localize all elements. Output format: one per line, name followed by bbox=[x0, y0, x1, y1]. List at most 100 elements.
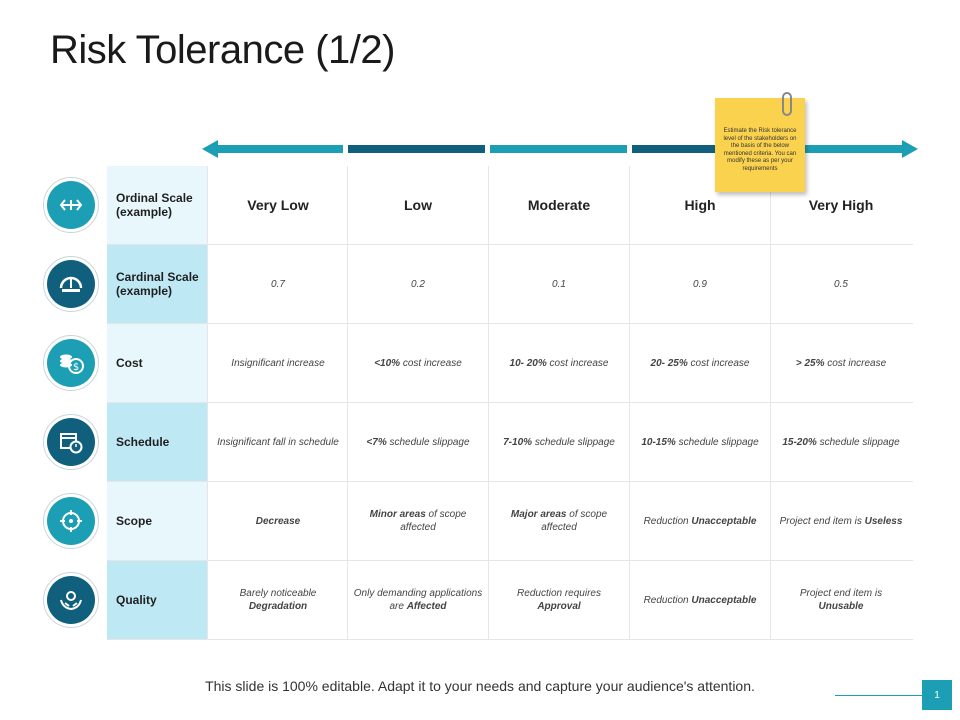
cell-text: schedule slippage bbox=[678, 436, 759, 448]
table-cell: 0.1 bbox=[488, 245, 629, 323]
row-label: Ordinal Scale (example) bbox=[107, 166, 207, 244]
cell-text: 0.2 bbox=[411, 278, 425, 290]
table-cell: Decrease bbox=[207, 482, 348, 560]
table-cell: Project end item is Unusable bbox=[770, 561, 911, 639]
table-cell: 0.5 bbox=[770, 245, 911, 323]
cell-text: schedule slippage bbox=[389, 436, 470, 448]
cell-content: <10% cost increase bbox=[374, 357, 462, 370]
cell-text: of scope affected bbox=[541, 509, 608, 533]
cell-text: Very High bbox=[808, 196, 874, 213]
row-label: Scope bbox=[107, 482, 207, 560]
table-cell: > 25% cost increase bbox=[770, 324, 911, 402]
scale-header-cell: High bbox=[629, 166, 770, 244]
table-cell: 7-10% schedule slippage bbox=[488, 403, 629, 481]
cell-emphasis: Unacceptable bbox=[691, 594, 757, 606]
cell-content: Insignificant fall in schedule bbox=[217, 436, 339, 449]
table-cell: Insignificant fall in schedule bbox=[207, 403, 348, 481]
row-label: Cost bbox=[107, 324, 207, 402]
cell-text: 0.9 bbox=[693, 278, 707, 290]
coins-dollar-icon: $ bbox=[47, 339, 95, 387]
table-cell: <10% cost increase bbox=[347, 324, 488, 402]
cell-text: Insignificant increase bbox=[231, 357, 325, 369]
cell-text: cost increase bbox=[549, 357, 609, 369]
cell-text: schedule slippage bbox=[534, 436, 615, 448]
row-icon-badge: $ bbox=[43, 335, 99, 391]
cell-emphasis: Approval bbox=[537, 601, 581, 612]
hands-gear-icon bbox=[47, 576, 95, 624]
cell-content: Reduction requires Approval bbox=[494, 587, 624, 613]
scale-header-cell: Very High bbox=[770, 166, 911, 244]
cell-content: 10-15% schedule slippage bbox=[641, 436, 758, 449]
footer-text: This slide is 100% editable. Adapt it to… bbox=[205, 678, 755, 694]
cell-emphasis: 20- 25% bbox=[650, 357, 688, 369]
table-row: Cost Insignificant increase <10% cost incr… bbox=[107, 324, 913, 403]
cell-content: Project end item is Unusable bbox=[776, 587, 906, 613]
gauge-icon bbox=[47, 260, 95, 308]
target-icon bbox=[47, 497, 95, 545]
table-cell: Project end item is Useless bbox=[770, 482, 911, 560]
cell-text: Very Low bbox=[247, 196, 309, 213]
svg-text:$: $ bbox=[73, 362, 79, 373]
table-cell: 0.9 bbox=[629, 245, 770, 323]
cell-content: 15-20% schedule slippage bbox=[782, 436, 899, 449]
cell-text: Reduction bbox=[643, 594, 689, 606]
table-cell: 0.7 bbox=[207, 245, 348, 323]
cell-emphasis: 15-20% bbox=[782, 436, 817, 448]
cell-emphasis: Degradation bbox=[248, 601, 308, 612]
cell-content: Only demanding applications are Affected bbox=[353, 587, 483, 613]
cell-text: Barely noticeable bbox=[239, 588, 317, 599]
cell-emphasis: 10-15% bbox=[641, 436, 676, 448]
table-cell: Reduction requires Approval bbox=[488, 561, 629, 639]
cell-content: Project end item is Useless bbox=[780, 515, 903, 528]
row-icon-badge bbox=[43, 572, 99, 628]
arrow-left-head bbox=[202, 140, 218, 158]
table-cell: 20- 25% cost increase bbox=[629, 324, 770, 402]
cell-text: schedule slippage bbox=[819, 436, 900, 448]
table-cell: 10- 20% cost increase bbox=[488, 324, 629, 402]
cell-text: Moderate bbox=[527, 196, 591, 213]
cell-emphasis: Minor areas bbox=[369, 509, 426, 520]
cell-text: Project end item is bbox=[799, 588, 883, 599]
table-cell: Reduction Unacceptable bbox=[629, 561, 770, 639]
cell-content: > 25% cost increase bbox=[796, 357, 886, 370]
arrow-segment bbox=[348, 145, 485, 153]
cell-text: Low bbox=[404, 196, 432, 213]
page-divider bbox=[835, 695, 923, 696]
arrow-segment bbox=[490, 145, 627, 153]
arrow-right-head bbox=[902, 140, 918, 158]
table-cell: Insignificant increase bbox=[207, 324, 348, 402]
arrow-segment bbox=[632, 145, 769, 153]
cell-emphasis: Decrease bbox=[255, 515, 301, 527]
cell-content: Reduction Unacceptable bbox=[644, 515, 757, 528]
cell-emphasis: Unacceptable bbox=[691, 515, 757, 527]
cell-text: Reduction bbox=[643, 515, 689, 527]
table-cell: <7% schedule slippage bbox=[347, 403, 488, 481]
scale-header-cell: Low bbox=[347, 166, 488, 244]
cell-content: Insignificant increase bbox=[231, 357, 324, 370]
cell-text: Insignificant fall in schedule bbox=[217, 436, 339, 448]
cell-emphasis: Useless bbox=[864, 515, 903, 527]
row-icon-badge bbox=[43, 493, 99, 549]
row-label: Cardinal Scale (example) bbox=[107, 245, 207, 323]
page-number: 1 bbox=[922, 680, 952, 710]
arrows-horizontal-icon bbox=[47, 181, 95, 229]
cell-content: Barely noticeable Degradation bbox=[213, 587, 343, 613]
slide-title: Risk Tolerance (1/2) bbox=[50, 28, 395, 72]
arrow-segment bbox=[774, 145, 904, 153]
table-row: Scope Decrease Minor areas of scope affect… bbox=[107, 482, 913, 561]
cell-emphasis: Major areas bbox=[510, 509, 567, 520]
cell-text: 0.7 bbox=[271, 278, 285, 290]
cell-emphasis: Unusable bbox=[818, 601, 864, 612]
table-cell: Major areas of scope affected bbox=[488, 482, 629, 560]
cell-content: 7-10% schedule slippage bbox=[503, 436, 615, 449]
calendar-clock-icon bbox=[47, 418, 95, 466]
row-label: Quality bbox=[107, 561, 207, 639]
row-icon-badge bbox=[43, 177, 99, 233]
table-cell: 15-20% schedule slippage bbox=[770, 403, 911, 481]
table-cell: Reduction Unacceptable bbox=[629, 482, 770, 560]
table-row: Cardinal Scale (example) 0.7 0.2 0.1 0.9 0.5 bbox=[107, 245, 913, 324]
cell-text: Reduction requires bbox=[517, 588, 601, 599]
cell-content: Major areas of scope affected bbox=[494, 508, 624, 534]
cell-emphasis: Affected bbox=[406, 601, 447, 612]
scale-header-cell: Very Low bbox=[207, 166, 348, 244]
